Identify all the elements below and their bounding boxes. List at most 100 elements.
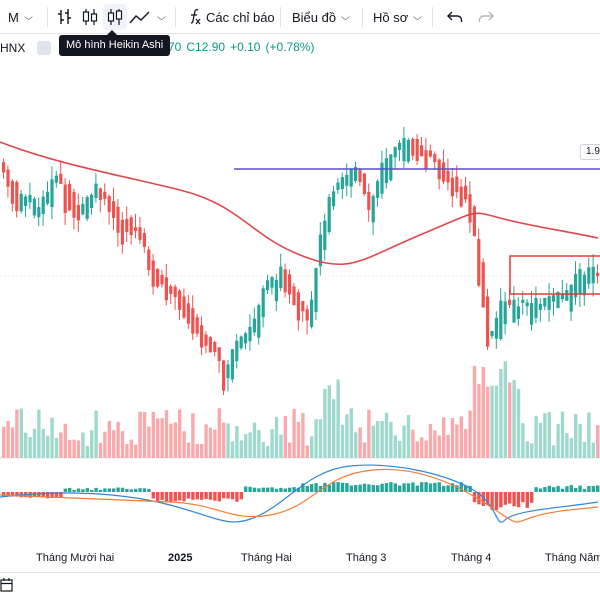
volume-bar	[169, 423, 173, 458]
volume-bar	[569, 438, 573, 458]
macd-histogram-bar	[173, 492, 177, 502]
macd-histogram-bar	[230, 492, 235, 500]
line-style-button[interactable]	[127, 4, 153, 30]
profile-menu-button[interactable]: Hồ sơ ⌵	[373, 4, 422, 30]
time-label: Tháng 4	[451, 552, 492, 564]
chevron-down-icon: ⌵	[23, 11, 33, 22]
interval-selector[interactable]: M ⌵	[8, 4, 33, 30]
macd-histogram-bar	[516, 492, 521, 508]
candle-body	[46, 191, 50, 204]
candle-body	[200, 325, 204, 348]
macd-histogram-bar	[6, 492, 10, 497]
candle-body	[455, 176, 459, 193]
volume-bar	[125, 444, 129, 458]
redo-button[interactable]	[474, 4, 498, 30]
macd-histogram-bar	[433, 482, 437, 492]
candle-body	[32, 198, 36, 216]
volume-bar	[310, 436, 314, 458]
macd-histogram-bar	[125, 488, 129, 492]
macd-line	[0, 464, 599, 523]
macd-histogram-bar	[182, 492, 186, 502]
signal-line	[0, 468, 599, 523]
candle-body	[477, 239, 481, 286]
volume-bar	[358, 427, 362, 458]
macd-histogram-bar	[371, 485, 375, 492]
macd-histogram-bar	[464, 485, 468, 492]
candle-body	[499, 300, 503, 340]
candle-body	[420, 145, 424, 157]
candle-body	[442, 162, 446, 182]
symbol-name[interactable]: HNX	[0, 41, 26, 55]
candle-body	[534, 298, 538, 319]
macd-histogram-bar	[569, 485, 573, 492]
volume-bar	[204, 424, 208, 458]
macd-histogram-bar	[490, 492, 494, 510]
candle-body	[19, 193, 23, 212]
macd-histogram-bar	[138, 488, 142, 492]
chart-type-dropdown[interactable]: ⌵	[153, 4, 169, 30]
macd-histogram-bar	[552, 487, 556, 492]
undo-button[interactable]	[443, 4, 467, 30]
volume-bar	[389, 421, 393, 458]
volume-bar	[508, 382, 512, 458]
moving-average-line	[0, 141, 599, 266]
macd-histogram-bar	[41, 492, 45, 498]
volume-bar	[582, 442, 587, 458]
volume-bar	[354, 432, 358, 458]
change-value: +0.10	[230, 40, 261, 54]
interval-label: M	[8, 9, 19, 25]
candle-body	[134, 227, 138, 232]
macd-histogram-bar	[37, 492, 41, 497]
macd-histogram-bar	[406, 483, 411, 492]
macd-histogram-bar	[270, 487, 274, 492]
heikin-ashi-style-button[interactable]	[103, 4, 127, 30]
volume-bar	[98, 442, 103, 458]
macd-histogram-bar	[81, 489, 85, 492]
volume-bar	[257, 430, 261, 458]
ohlc-values: 70 C12.90 +0.10 (+0.78%)	[168, 40, 319, 54]
volume-bar	[472, 365, 477, 458]
volume-bar	[50, 417, 54, 458]
volume-bar	[28, 437, 32, 458]
candle-body	[389, 154, 393, 181]
candle-body	[208, 337, 212, 353]
volume-bar	[516, 388, 521, 458]
chart-menu-button[interactable]: Biểu đồ ⌵	[292, 4, 350, 30]
collapse-legend-button[interactable]	[37, 41, 52, 55]
volume-bar	[433, 430, 437, 458]
candle-body	[274, 279, 278, 302]
time-label: Tháng Mười hai	[36, 552, 115, 564]
fx-icon	[190, 9, 201, 25]
candle-body	[459, 186, 463, 207]
macd-histogram-bar	[208, 492, 213, 500]
volume-bar	[424, 440, 428, 458]
volume-bar	[6, 421, 10, 458]
volume-bar	[380, 420, 384, 458]
macd-histogram-bar	[543, 487, 547, 492]
macd-histogram-bar	[235, 492, 239, 502]
candle-body	[428, 150, 432, 157]
candles-style-button[interactable]	[78, 4, 102, 30]
time-axis: Tháng Mười hai 2025 Tháng Hai Tháng 3 Th…	[0, 546, 600, 570]
volume-bar	[442, 417, 446, 458]
volume-bar	[345, 414, 349, 458]
candle-body	[10, 181, 14, 204]
bars-style-button[interactable]	[53, 4, 77, 30]
macd-histogram-bar	[112, 488, 116, 492]
chart-pane[interactable]	[0, 60, 600, 546]
candle-body	[85, 197, 89, 219]
candle-body	[164, 277, 168, 301]
macd-histogram-bar	[437, 482, 441, 492]
time-label: Tháng Hai	[241, 552, 292, 564]
volume-bar	[90, 430, 94, 458]
macd-histogram-bar	[428, 483, 433, 492]
volume-bar	[37, 409, 41, 458]
macd-histogram-bar	[521, 492, 525, 503]
volume-bar	[556, 424, 560, 458]
volume-bar	[587, 412, 591, 458]
candle-body	[481, 262, 485, 308]
calendar-icon[interactable]	[0, 577, 14, 593]
indicators-button[interactable]: Các chỉ báo	[184, 4, 275, 30]
macd-histogram-bar	[222, 492, 226, 499]
macd-histogram-bar	[103, 488, 107, 492]
